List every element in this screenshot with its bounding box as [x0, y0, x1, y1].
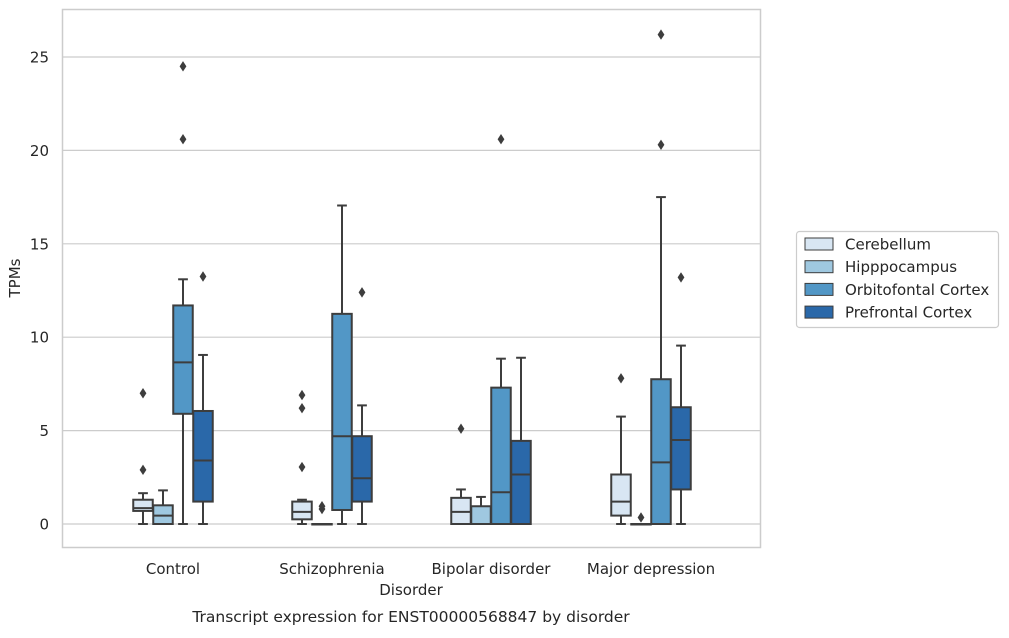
box-mark	[291, 389, 313, 525]
box-mark	[490, 133, 512, 525]
outlier-point	[637, 512, 645, 523]
plot-frame	[61, 8, 762, 549]
outlier-point	[358, 287, 366, 298]
legend-swatch	[804, 237, 834, 251]
box-mark	[132, 388, 154, 525]
y-tick-label: 10	[30, 329, 49, 347]
outlier-point	[318, 501, 326, 512]
box-body	[610, 473, 632, 517]
series-hipppocampus	[152, 489, 652, 526]
box-mark	[331, 204, 353, 525]
outlier-point	[139, 464, 147, 476]
y-tick-label: 20	[30, 142, 49, 160]
legend-swatch	[804, 260, 834, 274]
x-tick-label: Control	[146, 560, 200, 578]
outlier-point	[139, 388, 147, 399]
box-mark	[670, 272, 692, 525]
box-mark	[610, 373, 632, 525]
box-mark	[650, 29, 672, 526]
box-body	[490, 386, 512, 525]
legend-label: Cerebellum	[845, 236, 931, 254]
box-mark	[450, 423, 472, 525]
legend-label: Prefrontal Cortex	[845, 304, 972, 322]
legend-label: Orbitofontal Cortex	[845, 281, 989, 299]
box-series-layer	[132, 29, 692, 526]
y-tick-label: 15	[30, 235, 49, 253]
legend-frame	[795, 230, 1000, 329]
outlier-point	[657, 29, 665, 40]
box-mark	[311, 501, 333, 526]
outlier-point	[298, 402, 306, 414]
series-cerebellum	[132, 373, 632, 525]
outlier-point	[677, 272, 685, 283]
box-mark	[510, 356, 532, 525]
box-body	[172, 304, 194, 415]
box-mark	[630, 512, 652, 526]
chart-caption: Transcript expression for ENST0000056884…	[191, 608, 630, 626]
box-body	[470, 505, 492, 525]
x-tick-label: Bipolar disorder	[432, 560, 552, 578]
box-body	[192, 409, 214, 503]
series-prefrontal-cortex	[192, 271, 692, 525]
box-mark	[172, 61, 194, 525]
box-body	[331, 312, 353, 511]
box-body	[351, 435, 373, 503]
legend: Cerebellum Hipppocampus Orbitofontal Corte…	[795, 230, 1000, 329]
y-axis-label: TPMs	[6, 258, 24, 298]
box-mark	[192, 271, 214, 525]
legend-label: Hipppocampus	[845, 258, 957, 276]
outlier-point	[298, 461, 306, 473]
outlier-point	[457, 423, 465, 434]
legend-swatch	[804, 305, 834, 319]
outlier-point	[179, 133, 187, 145]
box-mark	[152, 489, 174, 526]
series-orbitofontal-cortex	[172, 29, 672, 526]
outlier-point	[497, 133, 505, 145]
x-axis-label: Disorder	[379, 581, 443, 599]
box-body	[670, 406, 692, 491]
outlier-point	[199, 271, 207, 282]
outlier-point	[298, 389, 306, 401]
x-axis-ticks: Control Schizophrenia Bipolar disorder Majo…	[146, 560, 715, 578]
y-tick-label: 25	[30, 49, 49, 67]
outlier-point	[617, 373, 625, 384]
x-tick-label: Schizophrenia	[279, 560, 384, 578]
y-tick-label: 5	[39, 422, 49, 440]
y-axis-ticks: 0 5 10 15 20 25	[30, 49, 49, 534]
box-body	[291, 500, 313, 521]
box-body	[510, 439, 532, 525]
x-tick-label: Major depression	[587, 560, 715, 578]
y-tick-label: 0	[39, 516, 49, 534]
legend-swatch	[804, 282, 834, 296]
box-mark	[470, 495, 492, 525]
box-mark	[351, 287, 373, 525]
outlier-point	[179, 61, 187, 72]
box-body	[132, 498, 154, 512]
outlier-point	[657, 139, 665, 150]
box-body	[650, 378, 672, 526]
